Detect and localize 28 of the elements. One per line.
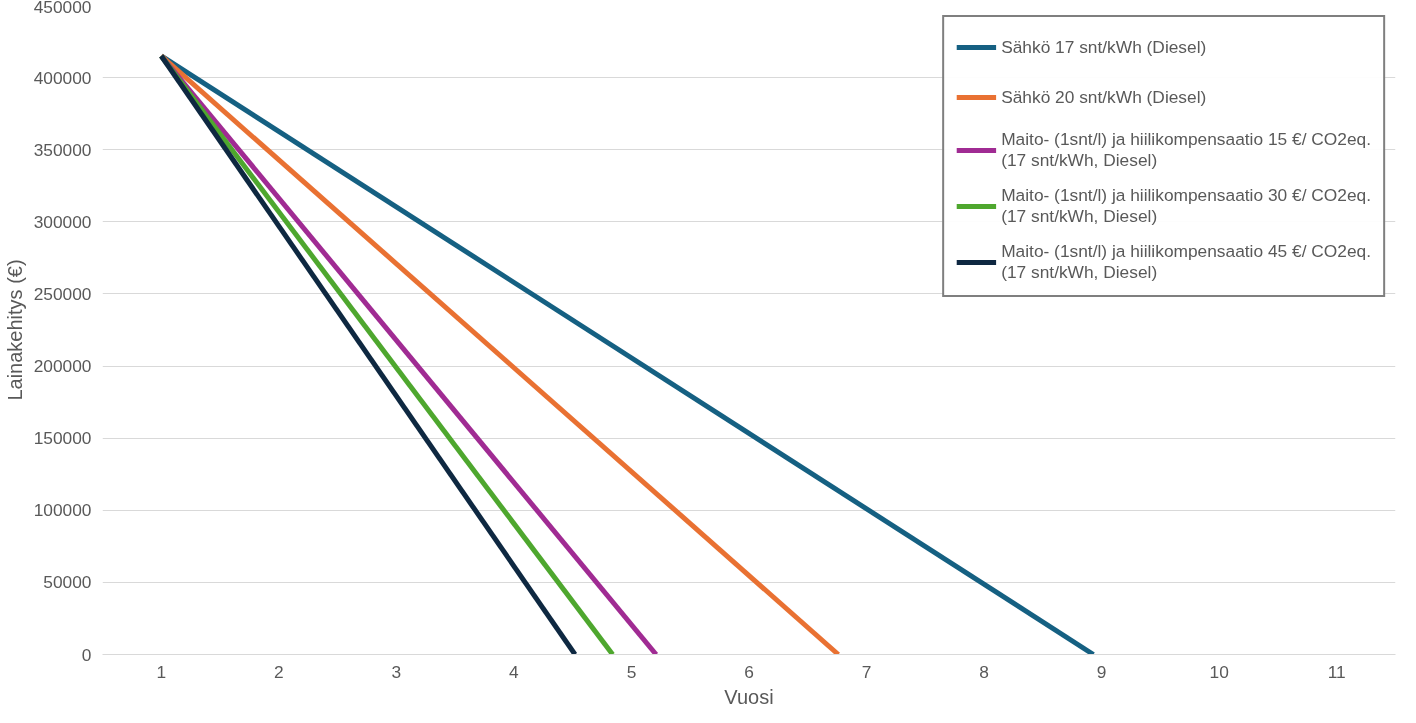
legend-label: Maito- (1snt/l) ja hiilikompensaatio 30 €/ CO2eq. (17 snt/kWh, Diesel)	[1001, 185, 1371, 227]
y-tick-label: 100000	[33, 500, 92, 521]
y-tick-label: 450000	[33, 0, 92, 17]
x-tick-label: 6	[744, 661, 754, 682]
y-tick-label: 400000	[33, 67, 92, 88]
legend-label: Sähkö 20 snt/kWh (Diesel)	[1001, 85, 1207, 109]
x-tick-label: 11	[1327, 661, 1346, 682]
y-tick-label: 0	[81, 644, 92, 665]
y-tick-label: 50000	[43, 572, 92, 593]
y-tick-label: 200000	[33, 356, 92, 377]
x-tick-label: 4	[509, 661, 520, 682]
y-tick-label: 350000	[33, 139, 92, 160]
y-tick-label: 300000	[33, 211, 92, 232]
y-tick-label: 150000	[33, 428, 92, 449]
legend-label: Sähkö 17 snt/kWh (Diesel)	[1001, 35, 1207, 59]
legend-label: Maito- (1snt/l) ja hiilikompensaatio 15 €/ CO2eq. (17 snt/kWh, Diesel)	[1001, 129, 1371, 171]
x-tick-label: 3	[391, 661, 402, 682]
x-axis-title: Vuosi	[724, 685, 774, 708]
x-tick-label: 8	[979, 661, 989, 682]
x-tick-label: 10	[1209, 661, 1229, 682]
x-tick-label: 7	[861, 661, 872, 682]
x-tick-label: 5	[626, 661, 637, 682]
y-tick-label: 250000	[33, 283, 92, 304]
x-tick-label: 2	[274, 661, 284, 682]
y-axis-title: Lainakehitys (€)	[3, 259, 26, 401]
x-tick-label: 9	[1096, 661, 1107, 682]
x-tick-label: 1	[156, 661, 167, 682]
legend-label: Maito- (1snt/l) ja hiilikompensaatio 45 €/ CO2eq. (17 snt/kWh, Diesel)	[1001, 241, 1371, 283]
